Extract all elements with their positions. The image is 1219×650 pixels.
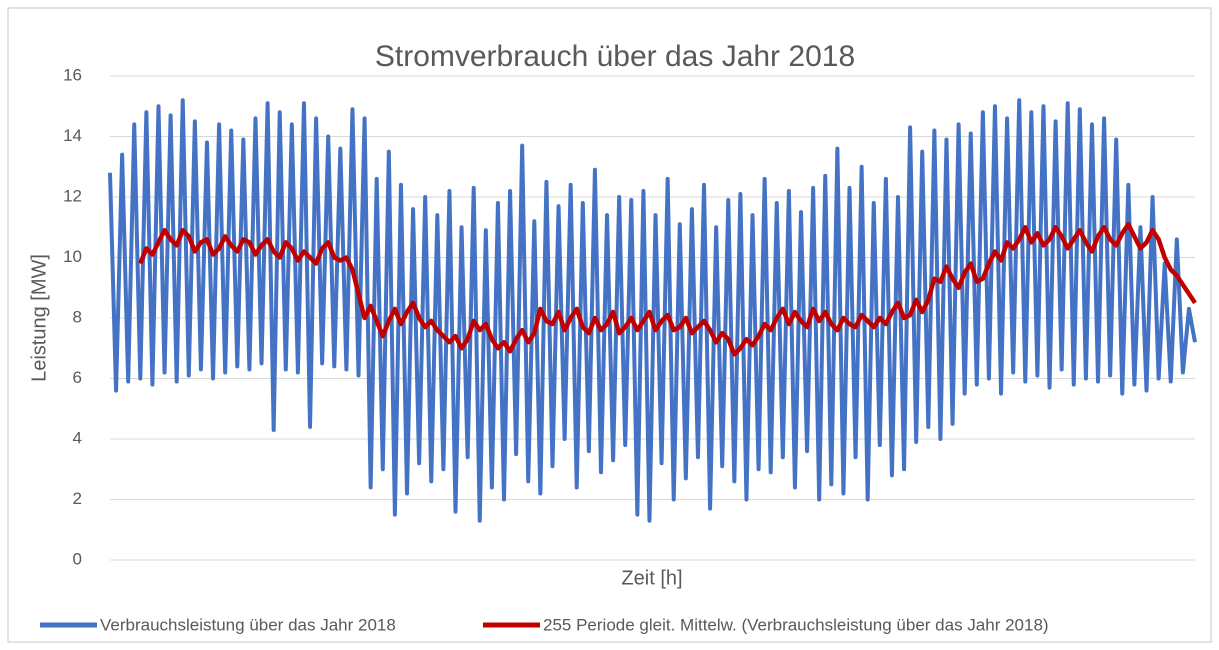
- y-tick-label: 16: [63, 65, 82, 84]
- y-tick-label: 10: [63, 247, 82, 266]
- plot-area: [108, 98, 1197, 523]
- y-tick-label: 12: [63, 186, 82, 205]
- y-tick-label: 14: [63, 126, 82, 145]
- series-line: [138, 221, 1197, 357]
- y-tick-label: 6: [73, 368, 82, 387]
- y-tick-label: 0: [73, 549, 82, 568]
- legend: Verbrauchsleistung über das Jahr 2018 255…: [40, 615, 1049, 634]
- y-tick-label: 8: [73, 307, 82, 326]
- y-tick-label: 2: [73, 489, 82, 508]
- x-axis-title: Zeit [h]: [621, 567, 682, 589]
- series-line: [108, 98, 1197, 523]
- legend-label: Verbrauchsleistung über das Jahr 2018: [100, 615, 396, 634]
- chart-title: Stromverbrauch über das Jahr 2018: [375, 40, 855, 73]
- y-tick-label: 4: [73, 428, 82, 447]
- y-axis-title: Leistung [MW]: [28, 254, 50, 382]
- legend-label: 255 Periode gleit. Mittelw. (Verbrauchsl…: [543, 615, 1049, 634]
